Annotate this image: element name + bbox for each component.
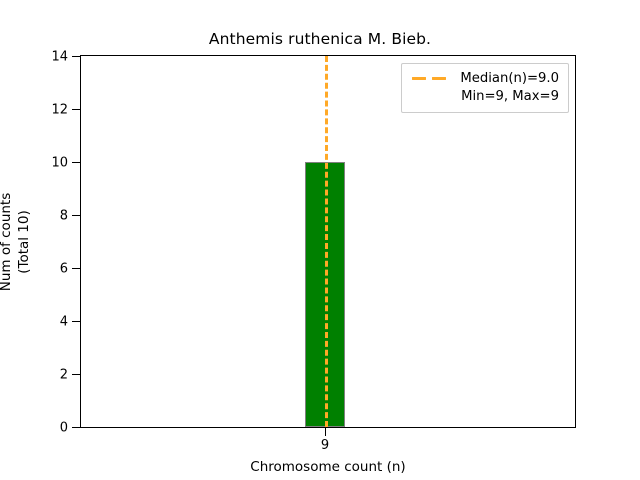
y-tick-8: 8 — [60, 208, 81, 223]
x-axis-label: Chromosome count (n) — [250, 459, 406, 475]
y-axis-label-line1: Num of counts — [0, 192, 14, 291]
y-tick-label-14: 14 — [51, 49, 68, 65]
y-tick-label-0: 0 — [59, 420, 68, 436]
y-tick-label-10: 10 — [51, 155, 68, 171]
plot-area: 0 2 4 6 8 10 12 14 Num of counts (Total … — [0, 50, 576, 475]
x-tick-label-9: 9 — [320, 438, 330, 453]
chart-title: Anthemis ruthenica M. Bieb. — [208, 30, 432, 48]
y-axis-label-line2: (Total 10) — [16, 209, 32, 274]
y-tick-label-8: 8 — [59, 208, 68, 224]
median-line — [325, 56, 329, 427]
y-tick-14: 14 — [51, 50, 81, 65]
y-tick-label-4: 4 — [59, 314, 68, 330]
y-tick-6: 6 — [60, 262, 81, 277]
legend-dashed-line-icon — [411, 70, 451, 87]
y-tick-label-12: 12 — [51, 102, 68, 118]
y-tick-2: 2 — [60, 367, 81, 382]
legend-label-minmax: Min=9, Max=9 — [461, 88, 559, 104]
y-tick-4: 4 — [60, 315, 81, 330]
x-tick-9 — [325, 427, 327, 436]
y-tick-10: 10 — [51, 155, 81, 170]
y-tick-label-2: 2 — [59, 367, 68, 383]
legend-entry-text: Median(n)=9.0 Min=9, Max=9 — [460, 70, 559, 105]
y-tick-12: 12 — [51, 103, 81, 118]
y-tick-0: 0 — [60, 421, 81, 436]
legend-label-median: Median(n)=9.0 — [460, 71, 559, 86]
y-tick-label-6: 6 — [59, 261, 68, 277]
y-axis-label: Num of counts (Total 10) — [0, 192, 33, 291]
chart-legend: Median(n)=9.0 Min=9, Max=9 — [401, 63, 569, 114]
